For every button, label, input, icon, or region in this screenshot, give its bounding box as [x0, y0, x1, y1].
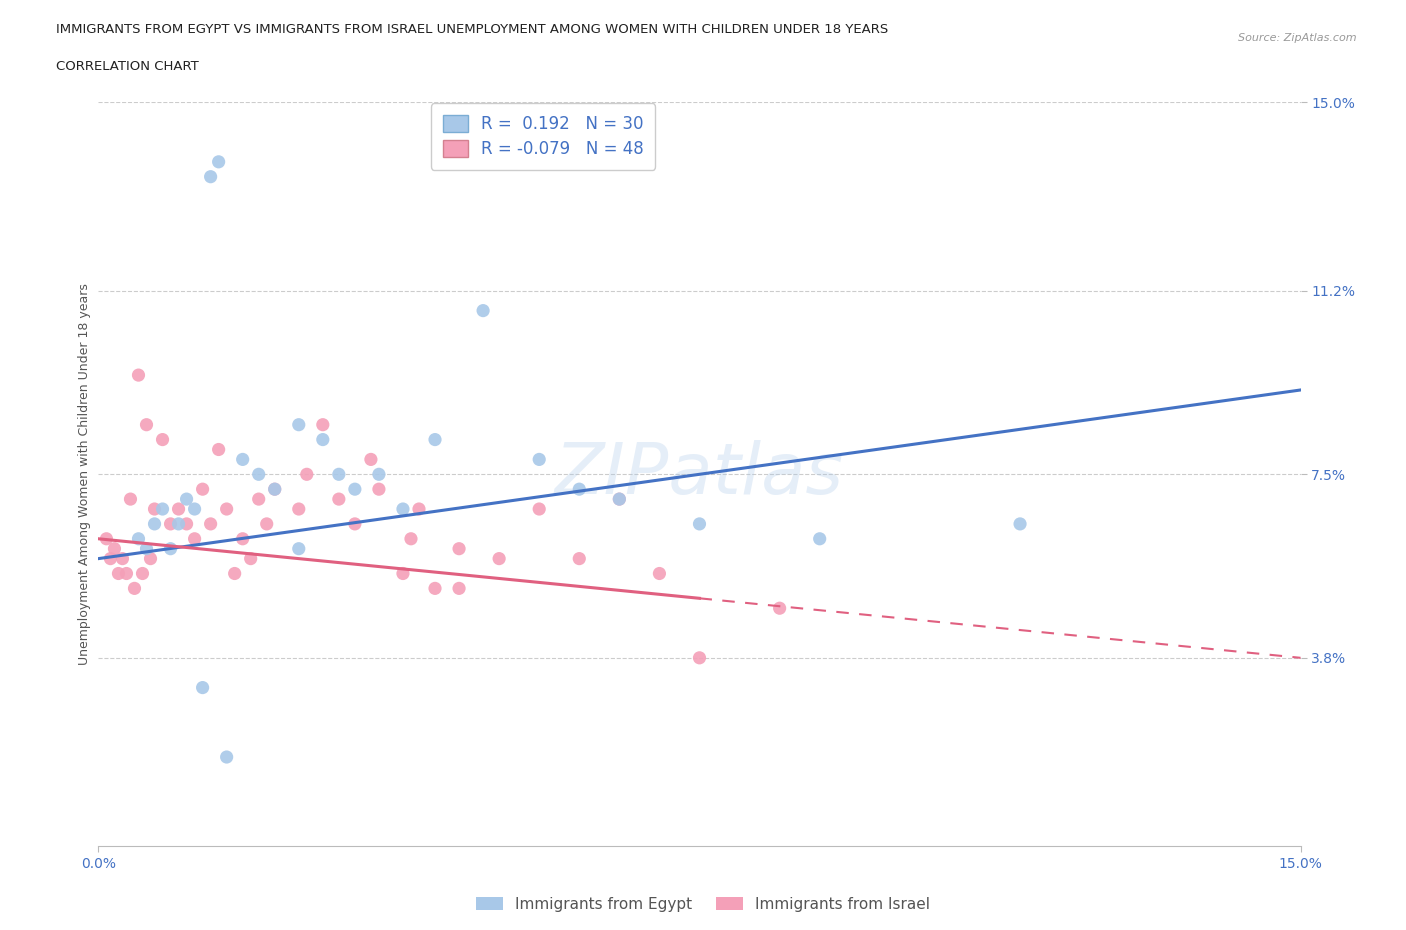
- Point: [399, 531, 422, 546]
- Point: [128, 531, 150, 546]
- Point: [159, 541, 181, 556]
- Point: [392, 501, 415, 516]
- Point: [568, 551, 591, 566]
- Text: CORRELATION CHART: CORRELATION CHART: [56, 60, 200, 73]
- Point: [143, 501, 166, 516]
- Text: IMMIGRANTS FROM EGYPT VS IMMIGRANTS FROM ISRAEL UNEMPLOYMENT AMONG WOMEN WITH CH: IMMIGRANTS FROM EGYPT VS IMMIGRANTS FROM…: [56, 23, 889, 36]
- Point: [128, 367, 150, 382]
- Point: [183, 501, 205, 516]
- Legend: R =  0.192   N = 30, R = -0.079   N = 48: R = 0.192 N = 30, R = -0.079 N = 48: [432, 103, 655, 169]
- Point: [287, 541, 309, 556]
- Point: [152, 501, 174, 516]
- Point: [287, 501, 309, 516]
- Point: [120, 492, 142, 507]
- Point: [256, 516, 278, 531]
- Point: [232, 452, 254, 467]
- Point: [100, 551, 122, 566]
- Legend: Immigrants from Egypt, Immigrants from Israel: Immigrants from Egypt, Immigrants from I…: [470, 890, 936, 918]
- Point: [529, 501, 551, 516]
- Point: [96, 531, 118, 546]
- Point: [368, 467, 391, 482]
- Point: [343, 482, 366, 497]
- Point: [232, 531, 254, 546]
- Point: [135, 418, 157, 432]
- Point: [328, 467, 350, 482]
- Point: [191, 680, 214, 695]
- Point: [167, 516, 190, 531]
- Point: [263, 482, 285, 497]
- Point: [472, 303, 495, 318]
- Point: [107, 566, 129, 581]
- Point: [447, 541, 470, 556]
- Point: [263, 482, 285, 497]
- Point: [183, 531, 205, 546]
- Y-axis label: Unemployment Among Women with Children Under 18 years: Unemployment Among Women with Children U…: [79, 284, 91, 665]
- Point: [215, 501, 238, 516]
- Point: [200, 169, 222, 184]
- Point: [200, 516, 222, 531]
- Point: [688, 650, 710, 665]
- Point: [247, 492, 270, 507]
- Point: [447, 581, 470, 596]
- Point: [360, 452, 382, 467]
- Point: [488, 551, 510, 566]
- Point: [408, 501, 430, 516]
- Point: [287, 418, 309, 432]
- Point: [208, 154, 231, 169]
- Point: [343, 516, 366, 531]
- Point: [609, 492, 631, 507]
- Point: [568, 482, 591, 497]
- Point: [176, 516, 198, 531]
- Point: [312, 432, 335, 447]
- Point: [423, 581, 446, 596]
- Point: [167, 501, 190, 516]
- Point: [208, 442, 231, 457]
- Point: [215, 750, 238, 764]
- Point: [423, 432, 446, 447]
- Point: [135, 541, 157, 556]
- Point: [115, 566, 138, 581]
- Point: [131, 566, 153, 581]
- Point: [529, 452, 551, 467]
- Point: [312, 418, 335, 432]
- Point: [368, 482, 391, 497]
- Point: [808, 531, 831, 546]
- Point: [688, 516, 710, 531]
- Point: [124, 581, 146, 596]
- Point: [152, 432, 174, 447]
- Text: ZIPatlas: ZIPatlas: [555, 440, 844, 509]
- Point: [176, 492, 198, 507]
- Point: [111, 551, 134, 566]
- Point: [103, 541, 125, 556]
- Point: [224, 566, 246, 581]
- Point: [328, 492, 350, 507]
- Point: [609, 492, 631, 507]
- Point: [143, 516, 166, 531]
- Point: [768, 601, 790, 616]
- Point: [1008, 516, 1031, 531]
- Point: [139, 551, 162, 566]
- Point: [191, 482, 214, 497]
- Point: [239, 551, 262, 566]
- Point: [247, 467, 270, 482]
- Text: Source: ZipAtlas.com: Source: ZipAtlas.com: [1239, 33, 1357, 43]
- Point: [159, 516, 181, 531]
- Point: [392, 566, 415, 581]
- Point: [648, 566, 671, 581]
- Point: [295, 467, 318, 482]
